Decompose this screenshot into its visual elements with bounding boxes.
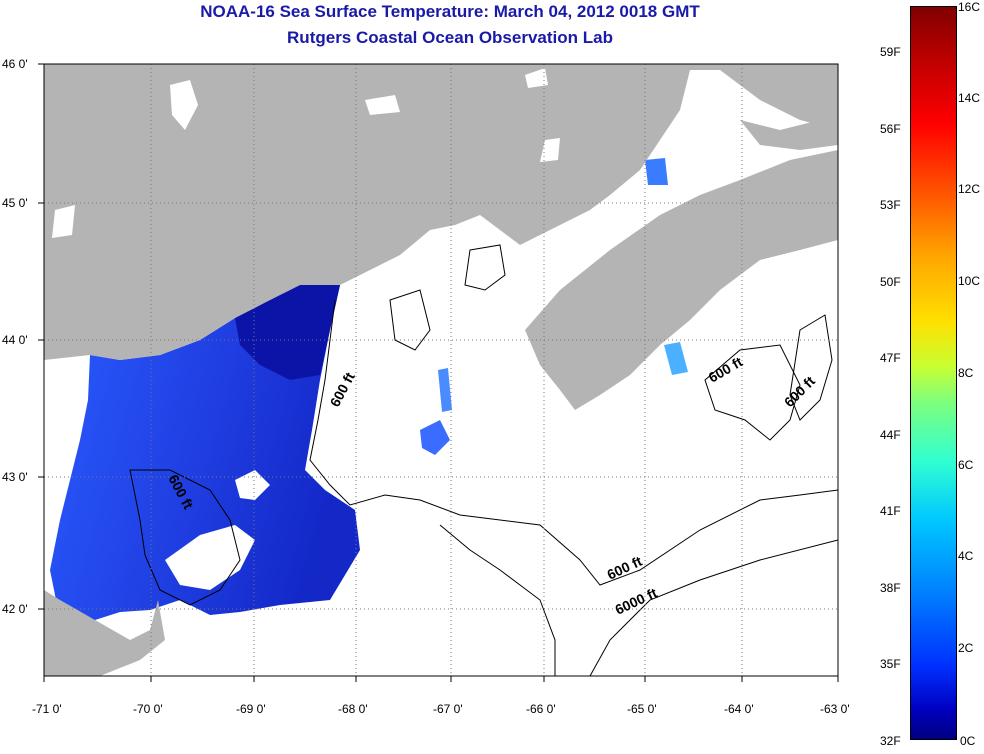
sst-patch [664,342,688,375]
colorbar-f-label: 35F [880,657,901,671]
colorbar-f-label: 59F [880,45,901,59]
lat-lon-grid [44,64,838,676]
cloud-patch [365,95,400,115]
land-mainland [44,64,838,360]
colorbar-c-label: 0C [960,734,976,748]
sst-patch [645,158,668,185]
lat-label: 44 0' [2,333,28,347]
lon-label: -68 0' [338,702,368,716]
cloud-patch [525,68,548,88]
colorbar-c-label: 12C [958,182,981,196]
colorbar-f-label: 53F [880,198,901,212]
lat-label: 42 0' [2,602,28,616]
lon-label: -63 0' [820,702,850,716]
lon-label: -66 0' [526,702,556,716]
map-frame [43,63,839,677]
lon-label: -71 0' [32,702,62,716]
lon-label: -70 0' [133,702,163,716]
colorbar-f-label: 47F [880,351,901,365]
bathymetry-contours [129,244,838,676]
lat-label: 43 0' [2,470,28,484]
axis-ticks [38,63,839,682]
colorbar-f-label: 44F [880,428,901,442]
colorbar-c-label: 4C [958,549,974,563]
cloud-patch [540,138,560,162]
lon-label: -69 0' [236,702,266,716]
cloud-patch [170,80,198,130]
lat-label: 46 0' [2,57,28,71]
colorbar-c-label: 14C [958,91,981,105]
colorbar-f-label: 32F [880,734,901,748]
colorbar-f-label: 50F [880,275,901,289]
colorbar-f-label: 56F [880,122,901,136]
colorbar-c-label: 2C [958,641,974,655]
colorbar-f-label: 41F [880,504,901,518]
cloud-patch [165,525,255,590]
lat-label: 45 0' [2,196,28,210]
lon-label: -64 0' [724,702,754,716]
colorbar-c-label: 6C [958,458,974,472]
sst-cold-band [235,285,340,380]
temperature-colorbar [910,6,957,740]
colorbar-f-label: 38F [880,581,901,595]
colorbar-c-label: 16C [958,0,981,14]
cloud-patch [52,205,75,238]
map-subtitle: Rutgers Coastal Ocean Observation Lab [287,28,613,47]
land-nova-scotia [525,150,838,410]
colorbar-c-label: 10C [958,274,981,288]
land-cape-breton [740,115,838,150]
lon-label: -67 0' [433,702,463,716]
cloud-patch [235,470,270,500]
lon-label: -65 0' [627,702,657,716]
map-title: NOAA-16 Sea Surface Temperature: March 0… [200,2,700,21]
sst-patch [420,420,450,455]
land-cape-cod [44,590,165,676]
sst-patch [438,368,452,412]
colorbar-c-label: 8C [958,366,974,380]
